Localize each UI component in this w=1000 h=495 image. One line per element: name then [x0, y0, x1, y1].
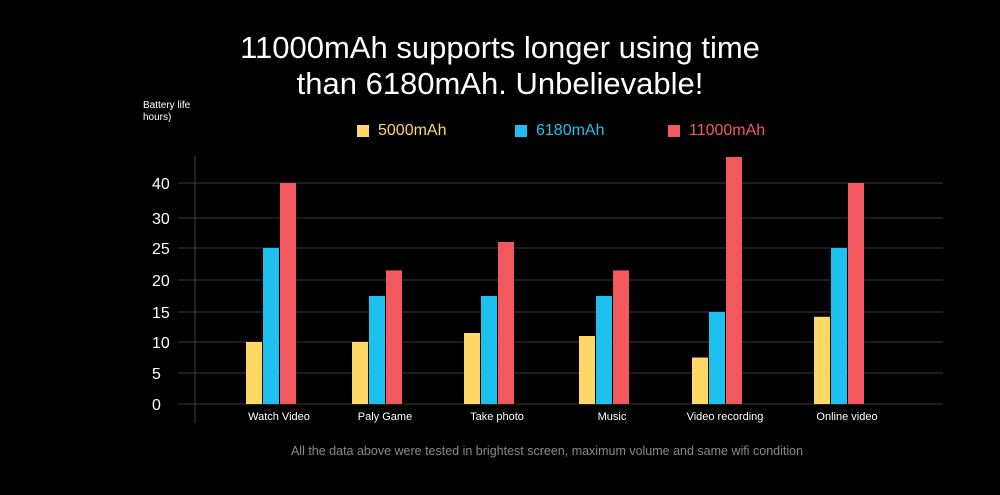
bar-paly-game-5000mah: [352, 342, 368, 404]
bar-watch-video-11000mah: [280, 183, 296, 404]
y-tick-label-25: 25: [152, 241, 170, 258]
y-tick-label-30: 30: [152, 211, 170, 228]
bar-take-photo-11000mah: [498, 242, 514, 404]
bar-paly-game-6180mah: [369, 296, 385, 404]
bar-video-recording-5000mah: [692, 357, 708, 404]
bar-take-photo-5000mah: [464, 333, 480, 404]
y-tick-label-0: 0: [152, 397, 161, 414]
chart-title-line-1: 11000mAh supports longer using time: [240, 30, 760, 65]
chart-title: 11000mAh supports longer using time than…: [0, 30, 1000, 102]
y-axis-label-line-2: hours): [143, 112, 172, 123]
bar-online-video-5000mah: [814, 316, 830, 404]
y-tick-label-15: 15: [152, 305, 170, 322]
x-tick-label-watch-video: Watch Video: [248, 411, 310, 423]
x-tick-label-music: Music: [598, 411, 627, 423]
legend-item-5000mah: 5000mAh: [357, 122, 447, 140]
x-tick-label-paly-game: Paly Game: [358, 411, 412, 423]
legend-swatch-11000mah: [668, 125, 680, 137]
bar-music-11000mah: [613, 270, 629, 404]
bar-video-recording-6180mah: [709, 312, 725, 404]
bar-online-video-6180mah: [831, 248, 847, 404]
chart-title-line-2: than 6180mAh. Unbelievable!: [296, 66, 704, 101]
legend-swatch-5000mah: [357, 125, 369, 137]
legend-label-11000mah: 11000mAh: [689, 122, 766, 139]
legend-swatch-6180mah: [515, 125, 527, 137]
legend-item-6180mah: 6180mAh: [515, 122, 605, 140]
y-axis-label: Battery life hours): [143, 100, 213, 124]
bar-video-recording-11000mah: [726, 157, 742, 404]
y-tick-label-10: 10: [152, 335, 170, 352]
footnote: All the data above were tested in bright…: [290, 444, 804, 458]
y-tick-label-40: 40: [152, 176, 170, 193]
legend-label-6180mah: 6180mAh: [536, 122, 605, 139]
x-tick-label-video-recording: Video recording: [687, 411, 764, 423]
bar-paly-game-11000mah: [386, 270, 402, 404]
legend-label-5000mah: 5000mAh: [378, 122, 447, 139]
bar-music-6180mah: [596, 296, 612, 404]
bar-watch-video-6180mah: [263, 248, 279, 404]
bar-take-photo-6180mah: [481, 296, 497, 404]
y-tick-label-20: 20: [152, 273, 170, 290]
bar-music-5000mah: [579, 336, 595, 404]
x-tick-label-online-video: Online video: [816, 411, 877, 423]
x-tick-label-take-photo: Take photo: [470, 411, 524, 423]
legend-item-11000mah: 11000mAh: [668, 122, 765, 140]
y-tick-label-5: 5: [152, 366, 161, 383]
bar-watch-video-5000mah: [246, 342, 262, 404]
y-axis-label-line-1: Battery life: [143, 100, 191, 111]
bar-online-video-11000mah: [848, 183, 864, 404]
